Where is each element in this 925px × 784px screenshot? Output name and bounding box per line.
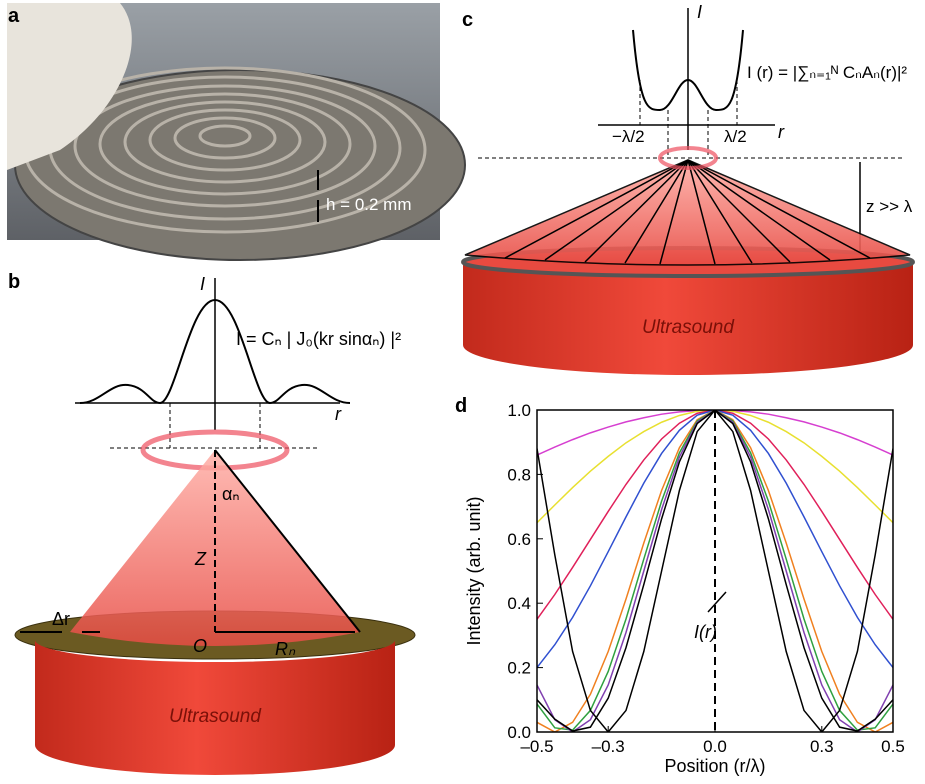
mark-label: −λ/2: [612, 127, 645, 146]
panel-label: b: [8, 271, 20, 293]
panel-label: c: [462, 9, 473, 31]
annotation: I(r): [694, 622, 717, 642]
x-tick-label: 0.0: [703, 737, 727, 756]
diagram-b: [15, 278, 415, 775]
y-axis-title: Intensity (arb. unit): [464, 496, 484, 645]
height-label: Z: [194, 549, 207, 569]
axis-label: I: [697, 2, 702, 22]
y-tick-label: 0.0: [507, 723, 531, 742]
formula: I (r) = |∑ₙ₌₁ᴺ CₙAₙ(r)|²: [747, 63, 907, 82]
annotation-arrow: [708, 592, 726, 612]
distance-label: z >> λ: [866, 197, 913, 216]
x-axis-title: Position (r/λ): [664, 756, 765, 776]
y-tick-label: 0.6: [507, 530, 531, 549]
panel-label: a: [8, 5, 20, 27]
source-label: Ultrasound: [169, 706, 262, 727]
axis-label: I: [200, 274, 205, 294]
photo: [7, 3, 465, 260]
angle-label: αₙ: [222, 484, 240, 504]
axis-label: r: [778, 122, 785, 142]
width-label: Δr: [52, 609, 70, 629]
y-tick-label: 1.0: [507, 401, 531, 420]
scale-note: h = 0.2 mm: [326, 195, 412, 214]
formula: I = Cₙ | J₀(kr sinαₙ) |²: [236, 329, 401, 349]
y-tick-label: 0.2: [507, 659, 531, 678]
panel-label: d: [455, 395, 467, 417]
x-tick-label: –0.3: [592, 737, 625, 756]
axis-label: r: [335, 404, 342, 424]
radius-label: Rₙ: [275, 639, 296, 659]
y-tick-label: 0.8: [507, 465, 531, 484]
y-tick-label: 0.4: [507, 594, 531, 613]
origin-label: O: [193, 636, 207, 656]
figure: a h = 0.2 mm b I r I = Cₙ | J₀(kr sinαₙ)…: [0, 0, 925, 779]
x-tick-label: 0.3: [810, 737, 834, 756]
x-tick-label: 0.5: [881, 737, 905, 756]
mark-label: λ/2: [724, 127, 747, 146]
source-label: Ultrasound: [642, 317, 735, 338]
